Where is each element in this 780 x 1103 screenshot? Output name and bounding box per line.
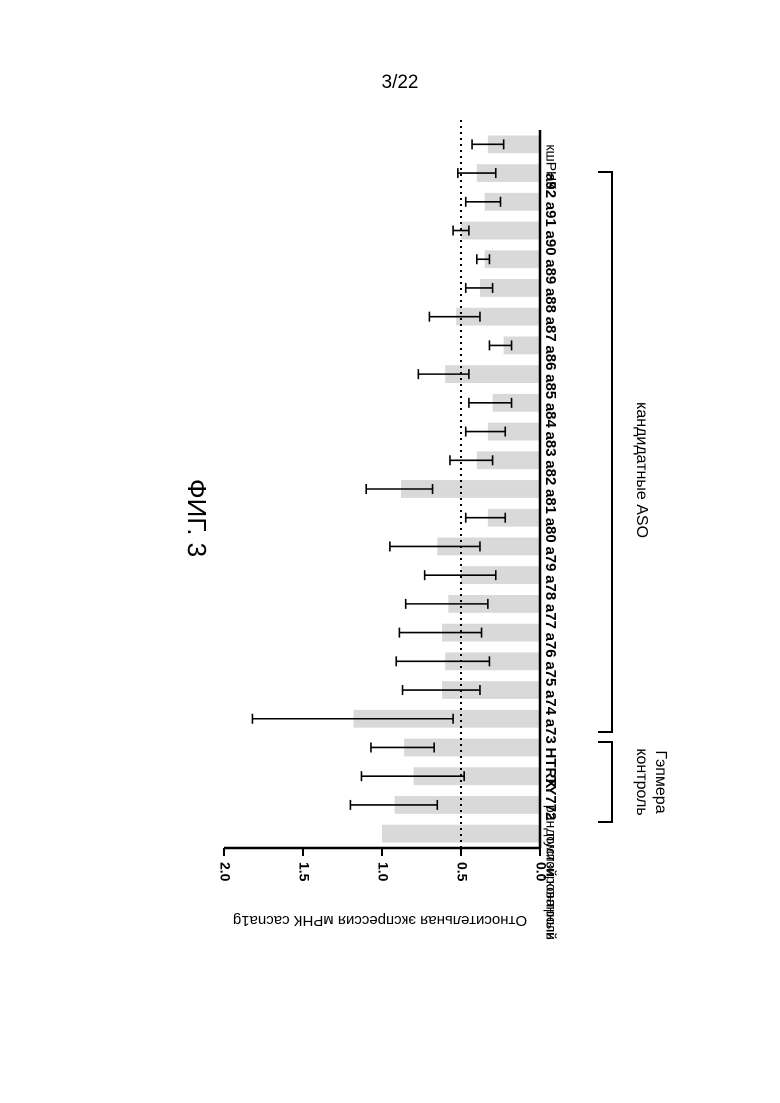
figure-title: ФИГ. 3 [182,479,212,557]
y-tick-label-2: 1.0 [375,862,391,882]
category-label-20: a89 [542,259,559,284]
y-tick-label-3: 1.5 [296,862,312,882]
category-label-9: a78 [542,575,559,600]
category-label-10: a79 [542,546,559,571]
category-label-7: a76 [542,633,559,658]
category-label-21: a90 [542,231,559,256]
y-tick-label-0: 0.0 [533,862,549,882]
category-label-18: a87 [542,317,559,342]
category-label-8: a77 [542,604,559,629]
group-gapmer-line1: контроль [633,748,650,815]
category-label-14: a83 [542,432,559,457]
group-candidate-aso: кандидатные ASO [598,172,650,732]
bar-20 [485,250,540,268]
y-axis-label: Относительная экспрессия мРНК cacna1g [233,912,527,929]
category-label-5: a74 [542,690,559,716]
category-label-24: кшРНК [543,144,559,190]
category-label-16: a85 [542,374,559,399]
category-label-17: a86 [542,345,559,370]
group-aso-label: кандидатные ASO [633,402,650,538]
bar-21 [461,222,540,240]
category-label-19: a88 [542,288,559,313]
category-label-4: a73 [542,719,559,744]
group-gapmer-line2: Гэпмера [652,750,669,813]
group-gapmer-control: контроль Гэпмера [598,742,669,822]
category-label-12: a81 [542,489,559,514]
category-label-11: a80 [542,518,559,543]
category-label-3: HTRX [542,747,559,788]
category-label-13: a82 [542,460,559,485]
category-label-22: a91 [542,202,559,227]
y-tick-label-4: 2.0 [217,862,233,882]
category-label-15: a84 [542,403,559,429]
chart-plot-area: пустой контрольрандомизированныйTY772HTR… [217,120,559,940]
category-label-6: a75 [542,661,559,686]
y-tick-label-1: 0.5 [454,862,470,882]
bar-0 [382,825,540,843]
